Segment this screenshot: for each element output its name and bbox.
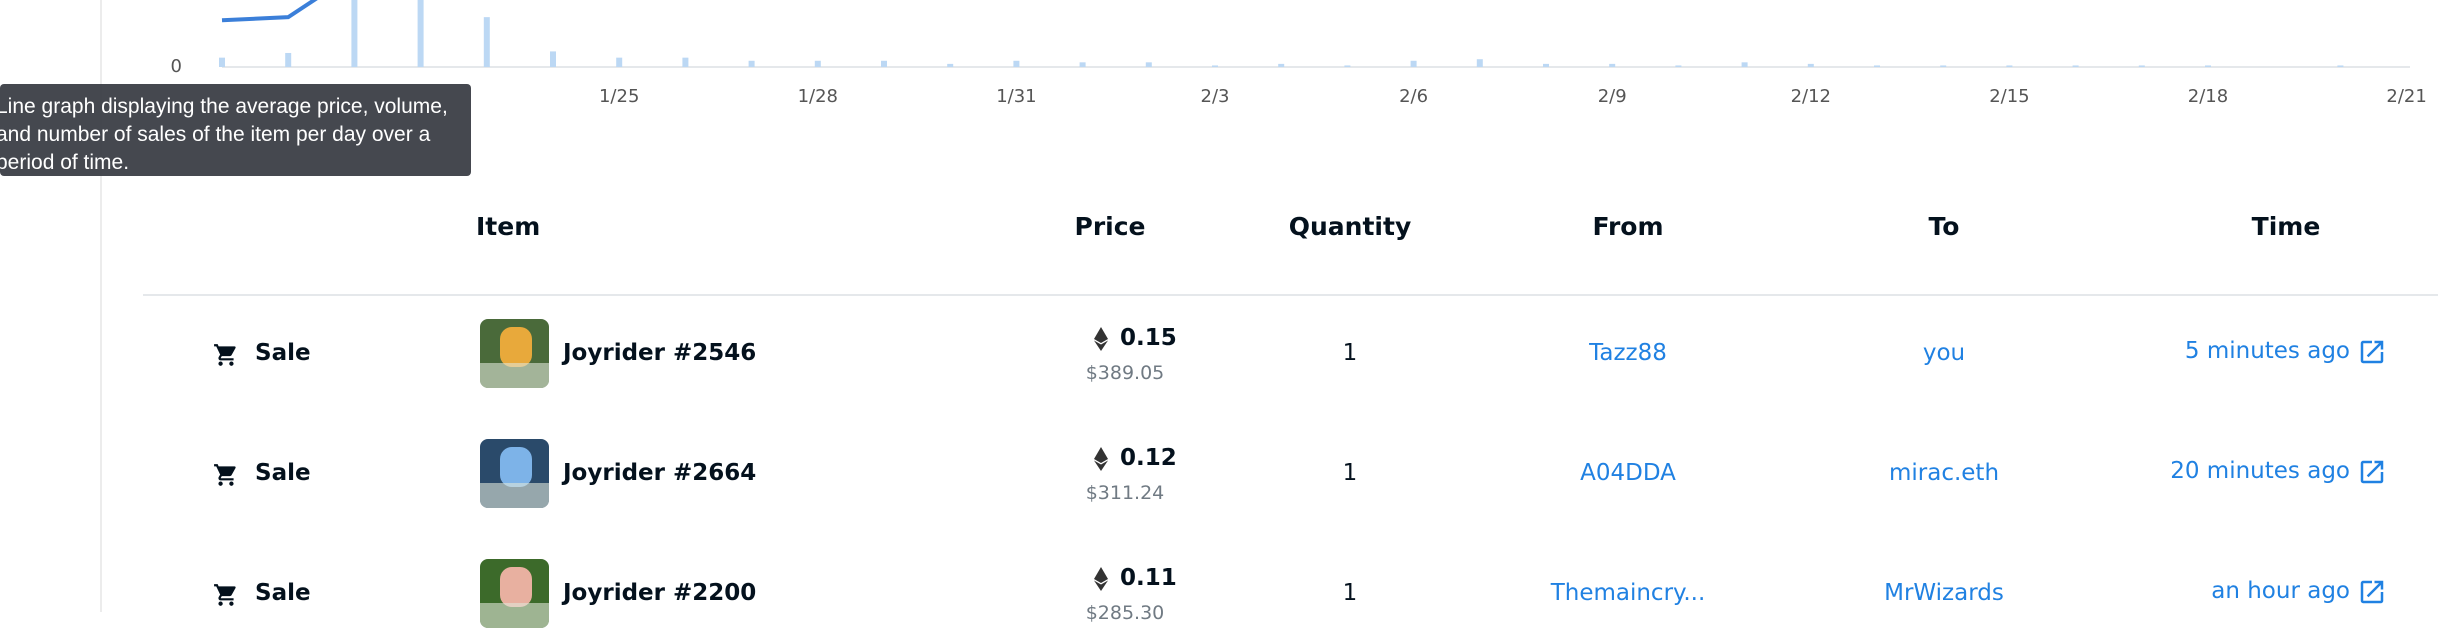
tooltip: Line graph displaying the average price,…	[0, 84, 471, 176]
item-name: Joyrider #2546	[563, 340, 757, 366]
bar	[1940, 65, 1947, 67]
bar	[1476, 59, 1483, 67]
bar	[2337, 65, 2344, 67]
eth-icon	[1094, 327, 1108, 351]
price: 0.11	[1120, 565, 1177, 591]
external-link-icon[interactable]	[2357, 577, 2387, 607]
thumbnail	[480, 319, 549, 388]
x-tick-label: 2/12	[1791, 86, 1831, 107]
x-tick-label: 2/15	[1989, 86, 2029, 107]
bar	[2006, 65, 2013, 67]
column-header: Item	[476, 212, 541, 241]
x-tick-label: 2/18	[2188, 86, 2228, 107]
column-header: Quantity	[1288, 212, 1412, 241]
bar	[1344, 65, 1351, 67]
bar	[1145, 62, 1152, 67]
price-usd: $389.05	[1085, 362, 1165, 384]
bar	[814, 60, 821, 67]
price-usd: $311.24	[1085, 482, 1165, 504]
bar	[2138, 65, 2145, 67]
bar	[1212, 65, 1218, 67]
item-name: Joyrider #2664	[563, 460, 757, 486]
from-link[interactable]: A04DDA	[1580, 460, 1676, 486]
event: Sale	[255, 340, 311, 366]
bar	[219, 57, 225, 67]
x-tick-label: 2/3	[1201, 86, 1230, 107]
y-tick-label: 0	[171, 56, 182, 77]
bar	[1013, 60, 1020, 67]
bar	[1741, 62, 1748, 67]
time-link[interactable]: an hour ago	[2211, 578, 2350, 604]
eth-icon	[1094, 447, 1108, 471]
from-link[interactable]: Themaincry...	[1550, 580, 1706, 606]
x-tick-label: 2/21	[2386, 86, 2426, 107]
bar	[483, 17, 490, 67]
to-link[interactable]: MrWizards	[1884, 580, 2004, 606]
header-divider	[143, 294, 2438, 296]
column-header: Time	[2251, 212, 2321, 241]
bar	[2205, 65, 2211, 67]
quantity: 1	[1342, 340, 1358, 366]
thumbnail	[480, 439, 549, 508]
cart-icon	[213, 342, 239, 368]
bar	[1609, 63, 1616, 67]
x-tick-label: 2/6	[1399, 86, 1428, 107]
chart: 0 1/25 1/28 1/31 2/3 2/6 2/9 2/12 2/15 2/18 2/21	[171, 0, 2427, 107]
quantity: 1	[1342, 460, 1358, 486]
bar	[748, 60, 755, 67]
bar	[616, 57, 623, 67]
bar	[1807, 63, 1814, 67]
bar	[1079, 62, 1086, 67]
bar	[550, 51, 556, 67]
bar	[417, 0, 424, 67]
price: 0.15	[1120, 325, 1177, 351]
item-name: Joyrider #2200	[563, 580, 757, 606]
tooltip-text: Line graph displaying the average price,…	[0, 95, 448, 174]
to-link[interactable]: you	[1922, 340, 1966, 366]
bar	[1874, 65, 1880, 67]
column-header: Price	[1074, 212, 1146, 241]
bar	[881, 60, 887, 67]
column-header: From	[1592, 212, 1664, 241]
time-link[interactable]: 5 minutes ago	[2184, 338, 2350, 364]
event: Sale	[255, 580, 311, 606]
sidebar-border	[100, 0, 102, 612]
event: Sale	[255, 460, 311, 486]
price: 0.12	[1120, 445, 1177, 471]
cart-icon	[213, 462, 239, 488]
bar	[2072, 65, 2079, 67]
x-tick-label: 1/28	[798, 86, 838, 107]
quantity: 1	[1342, 580, 1358, 606]
thumbnail	[480, 559, 549, 628]
from-link[interactable]: Tazz88	[1589, 340, 1667, 366]
eth-icon	[1094, 567, 1108, 591]
external-link-icon[interactable]	[2357, 337, 2387, 367]
column-header: To	[1928, 212, 1960, 241]
bar	[1278, 63, 1285, 67]
bar	[351, 0, 358, 67]
bar	[682, 57, 689, 67]
price-line	[221, 0, 318, 23]
x-tick-label: 1/31	[996, 86, 1036, 107]
to-link[interactable]: mirac.eth	[1888, 460, 2000, 486]
cart-icon	[213, 582, 239, 608]
bar	[285, 52, 292, 67]
bar	[1410, 60, 1417, 67]
bar	[1543, 63, 1549, 67]
x-tick-label: 1/25	[599, 86, 639, 107]
time-link[interactable]: 20 minutes ago	[2170, 458, 2350, 484]
external-link-icon[interactable]	[2357, 457, 2387, 487]
x-tick-label: 2/9	[1598, 86, 1627, 107]
price-usd: $285.30	[1085, 602, 1165, 624]
bar	[947, 63, 954, 67]
bar	[1675, 65, 1682, 67]
